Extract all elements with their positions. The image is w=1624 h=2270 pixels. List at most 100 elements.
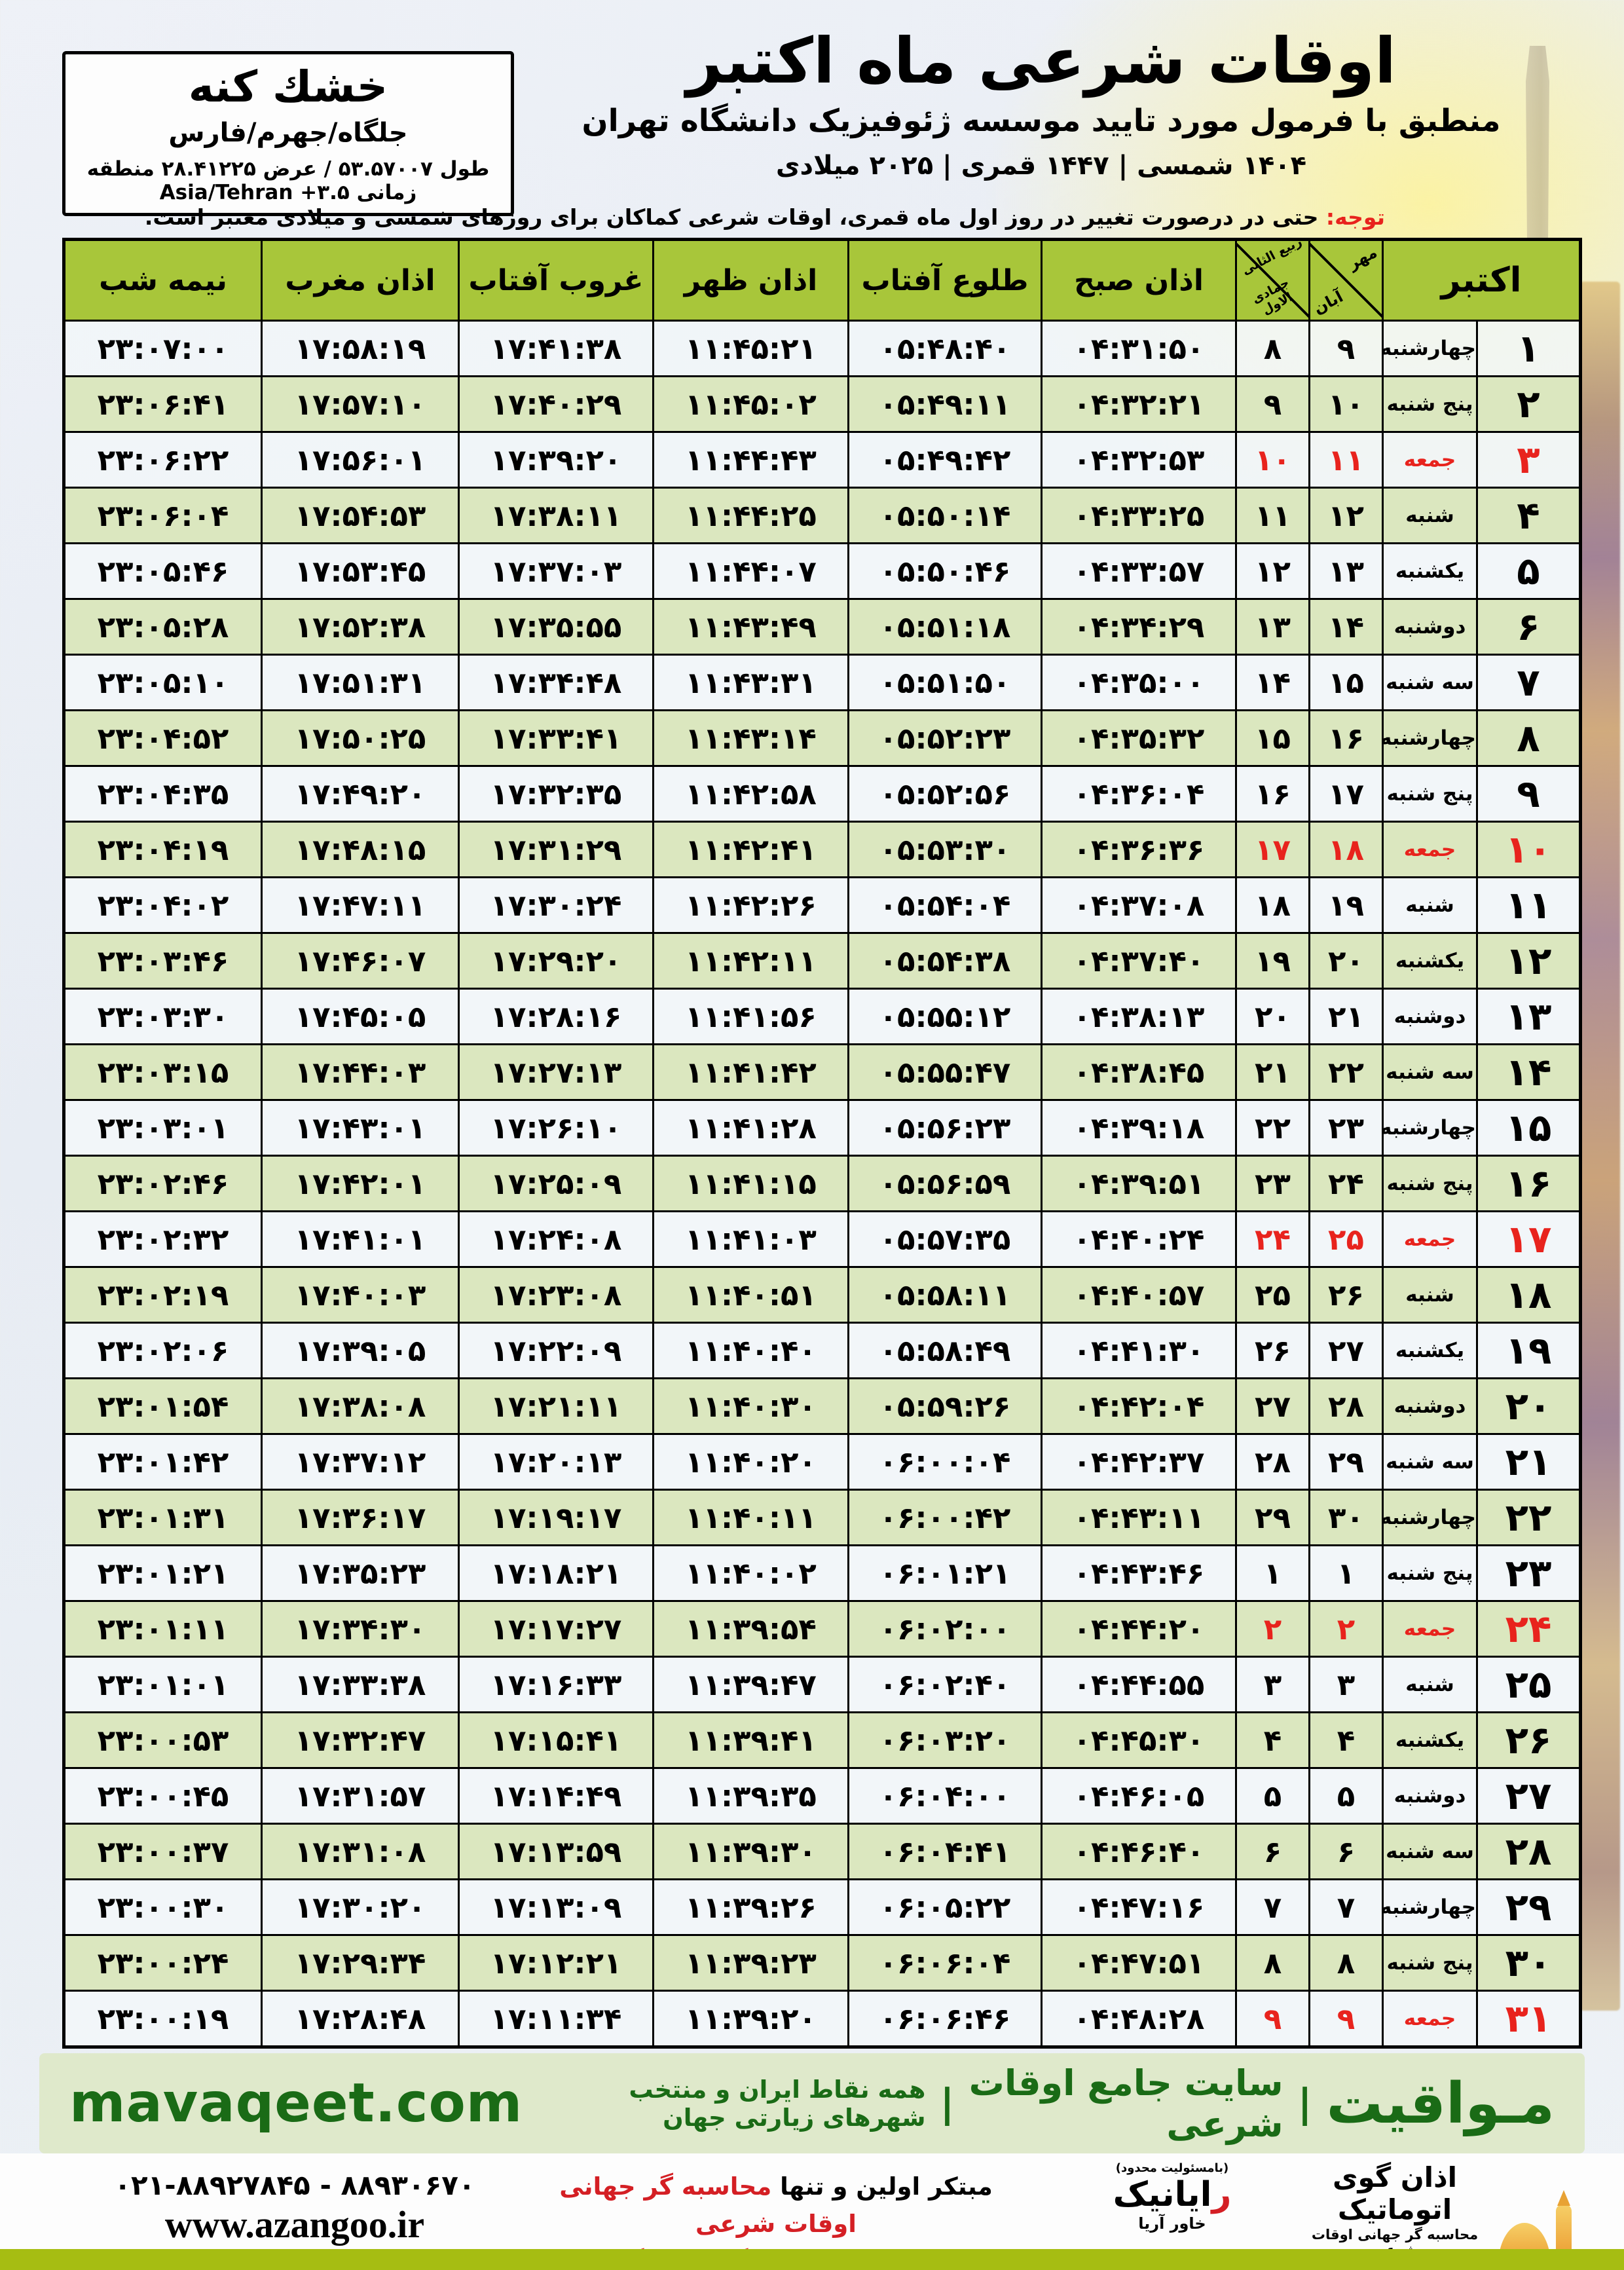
maghrib-cell: ۱۷:۳۱:۵۷: [261, 1767, 460, 1825]
table-row: ۱۴ سه شنبه ۲۲ ۲۱ ۰۴:۳۸:۴۵ ۰۵:۵۵:۴۷ ۱۱:۴۱:۴۲ ۱۷:…: [63, 1043, 1581, 1101]
midnight-cell: ۲۳:۰۳:۱۵: [63, 1043, 263, 1101]
midnight-cell: ۲۳:۰۵:۴۶: [63, 542, 263, 600]
jalali-day-cell: ۲۲: [1308, 1043, 1384, 1101]
fajr-cell: ۰۴:۳۲:۵۳: [1041, 431, 1237, 489]
fajr-cell: ۰۴:۳۲:۲۱: [1041, 375, 1237, 433]
prayer-table-body: ۱ چهارشنبه ۹ ۸ ۰۴:۳۱:۵۰ ۰۵:۴۸:۴۰ ۱۱:۴۵:۲۱ ۱۷:۴۱…: [63, 320, 1581, 2048]
weekday-cell: سه شنبه: [1382, 1823, 1478, 1880]
fajr-cell: ۰۴:۴۰:۲۴: [1041, 1210, 1237, 1268]
table-row: ۷ سه شنبه ۱۵ ۱۴ ۰۴:۳۵:۰۰ ۰۵:۵۱:۵۰ ۱۱:۴۳:۳۱ ۱۷:۳…: [63, 654, 1581, 711]
weekday-cell: چهارشنبه: [1382, 709, 1478, 767]
dhuhr-cell: ۱۱:۳۹:۴۱: [652, 1711, 849, 1769]
midnight-cell: ۲۳:۰۶:۲۲: [63, 431, 263, 489]
day-cell: ۱۳: [1476, 988, 1581, 1045]
maghrib-cell: ۱۷:۴۷:۱۱: [261, 876, 460, 934]
table-row: ۲۵ شنبه ۳ ۳ ۰۴:۴۴:۵۵ ۰۶:۰۲:۴۰ ۱۱:۳۹:۴۷ ۱۷:۱۶:۳۳…: [63, 1656, 1581, 1713]
sunset-cell: ۱۷:۱۸:۲۱: [458, 1544, 654, 1602]
table-row: ۴ شنبه ۱۲ ۱۱ ۰۴:۳۳:۲۵ ۰۵:۵۰:۱۴ ۱۱:۴۴:۲۵ ۱۷:۳۸:۱…: [63, 487, 1581, 544]
hijri-day-cell: ۷: [1235, 1878, 1310, 1936]
midnight-cell: ۲۳:۰۶:۴۱: [63, 375, 263, 433]
jalali-day-cell: ۳۰: [1308, 1489, 1384, 1546]
dhuhr-cell: ۱۱:۴۰:۲۰: [652, 1433, 849, 1491]
separator: |: [940, 2080, 955, 2127]
mosque-photo-strip: [1579, 282, 1620, 2011]
day-cell: ۸: [1476, 709, 1581, 767]
dhuhr-cell: ۱۱:۴۴:۴۳: [652, 431, 849, 489]
day-cell: ۲۷: [1476, 1767, 1581, 1825]
table-row: ۱۵ چهارشنبه ۲۳ ۲۲ ۰۴:۳۹:۱۸ ۰۵:۵۶:۲۳ ۱۱:۴۱:۲۸ ۱۷…: [63, 1099, 1581, 1157]
midnight-cell: ۲۳:۰۱:۳۱: [63, 1489, 263, 1546]
maghrib-cell: ۱۷:۴۵:۰۵: [261, 988, 460, 1045]
table-row: ۱۹ یکشنبه ۲۷ ۲۶ ۰۴:۴۱:۳۰ ۰۵:۵۸:۴۹ ۱۱:۴۰:۴۰ ۱۷:۲…: [63, 1322, 1581, 1379]
jalali-day-cell: ۱۳: [1308, 542, 1384, 600]
jalali-day-cell: ۱۴: [1308, 598, 1384, 656]
maghrib-cell: ۱۷:۴۶:۰۷: [261, 932, 460, 990]
day-cell: ۲۰: [1476, 1377, 1581, 1435]
dhuhr-cell: ۱۱:۴۲:۵۸: [652, 765, 849, 823]
hijri-day-cell: ۱۵: [1235, 709, 1310, 767]
day-cell: ۲۴: [1476, 1600, 1581, 1658]
maghrib-cell: ۱۷:۵۳:۴۵: [261, 542, 460, 600]
page-title: اوقات شرعی ماه اکتبر: [686, 24, 1397, 98]
day-cell: ۵: [1476, 542, 1581, 600]
day-cell: ۹: [1476, 765, 1581, 823]
hijri-day-cell: ۴: [1235, 1711, 1310, 1769]
weekday-cell: جمعه: [1382, 431, 1478, 489]
table-row: ۲۰ دوشنبه ۲۸ ۲۷ ۰۴:۴۲:۰۴ ۰۵:۵۹:۲۶ ۱۱:۴۰:۳۰ ۱۷:۲…: [63, 1377, 1581, 1435]
day-cell: ۲: [1476, 375, 1581, 433]
contact-block: ۰۲۱-۸۸۹۲۷۸۴۵ - ۸۸۹۳۰۶۷۰ www.azangoo.ir: [72, 2169, 517, 2246]
rayanik-note: (بامسئولیت محدود): [1115, 2161, 1229, 2175]
day-cell: ۲۶: [1476, 1711, 1581, 1769]
sunrise-cell: ۰۵:۵۱:۵۰: [847, 654, 1043, 711]
rayanik-rest: ایانیک: [1113, 2175, 1212, 2214]
fajr-cell: ۰۴:۳۳:۲۵: [1041, 487, 1237, 544]
day-cell: ۴: [1476, 487, 1581, 544]
jalali-day-cell: ۱۲: [1308, 487, 1384, 544]
separator: |: [1297, 2080, 1312, 2127]
weekday-cell: دوشنبه: [1382, 1767, 1478, 1825]
sunset-cell: ۱۷:۳۲:۳۵: [458, 765, 654, 823]
fajr-cell: ۰۴:۳۸:۱۳: [1041, 988, 1237, 1045]
sunrise-cell: ۰۶:۰۶:۴۶: [847, 1990, 1043, 2048]
note-line: توجه: حتی در درصورت تغییر در روز اول ماه…: [145, 204, 1385, 230]
maghrib-cell: ۱۷:۴۰:۰۳: [261, 1266, 460, 1324]
day-cell: ۶: [1476, 598, 1581, 656]
midnight-cell: ۲۳:۰۱:۵۴: [63, 1377, 263, 1435]
maghrib-cell: ۱۷:۳۸:۰۸: [261, 1377, 460, 1435]
fajr-cell: ۰۴:۴۷:۵۱: [1041, 1934, 1237, 1992]
day-cell: ۱۹: [1476, 1322, 1581, 1379]
sunset-cell: ۱۷:۳۹:۲۰: [458, 431, 654, 489]
table-row: ۲ پنج شنبه ۱۰ ۹ ۰۴:۳۲:۲۱ ۰۵:۴۹:۱۱ ۱۱:۴۵:۰۲ ۱۷:۴…: [63, 375, 1581, 433]
hijri-day-cell: ۲۲: [1235, 1099, 1310, 1157]
weekday-cell: چهارشنبه: [1382, 1489, 1478, 1546]
sunrise-cell: ۰۵:۵۰:۱۴: [847, 487, 1043, 544]
hijri-day-cell: ۲۸: [1235, 1433, 1310, 1491]
sunrise-cell: ۰۵:۵۶:۵۹: [847, 1155, 1043, 1212]
fajr-cell: ۰۴:۳۸:۴۵: [1041, 1043, 1237, 1101]
dhuhr-cell: ۱۱:۴۱:۰۳: [652, 1210, 849, 1268]
fajr-cell: ۰۴:۳۹:۵۱: [1041, 1155, 1237, 1212]
sunset-cell: ۱۷:۱۴:۴۹: [458, 1767, 654, 1825]
site-tagline: سایت جامع اوقات شرعی: [969, 2062, 1283, 2145]
header-midnight: نیمه شب: [63, 238, 263, 322]
hijri-day-cell: ۲۷: [1235, 1377, 1310, 1435]
dhuhr-cell: ۱۱:۴۰:۱۱: [652, 1489, 849, 1546]
mavaqeet-bar: مـواقیت | سایت جامع اوقات شرعی | همه نقا…: [39, 2053, 1585, 2153]
midnight-cell: ۲۳:۰۴:۱۹: [63, 821, 263, 878]
jalali-day-cell: ۲۶: [1308, 1266, 1384, 1324]
hijri-day-cell: ۳: [1235, 1656, 1310, 1713]
dhuhr-cell: ۱۱:۳۹:۳۰: [652, 1823, 849, 1880]
hijri-day-cell: ۸: [1235, 320, 1310, 377]
jalali-day-cell: ۶: [1308, 1823, 1384, 1880]
maghrib-cell: ۱۷:۴۱:۰۱: [261, 1210, 460, 1268]
azangoo-text-block: اذان گوی اتوماتیک محاسبه گر جهانی اوقات …: [1297, 2161, 1493, 2270]
weekday-cell: سه شنبه: [1382, 1043, 1478, 1101]
location-name: خشك كنه: [188, 62, 388, 112]
maghrib-cell: ۱۷:۵۱:۳۱: [261, 654, 460, 711]
sunrise-cell: ۰۵:۵۳:۳۰: [847, 821, 1043, 878]
hijri-day-cell: ۹: [1235, 1990, 1310, 2048]
page-subtitle: منطبق با فرمول مورد تایید موسسه ژئوفیزیک…: [581, 103, 1501, 140]
maghrib-cell: ۱۷:۴۹:۲۰: [261, 765, 460, 823]
fajr-cell: ۰۴:۴۰:۵۷: [1041, 1266, 1237, 1324]
sunset-cell: ۱۷:۳۷:۰۳: [458, 542, 654, 600]
